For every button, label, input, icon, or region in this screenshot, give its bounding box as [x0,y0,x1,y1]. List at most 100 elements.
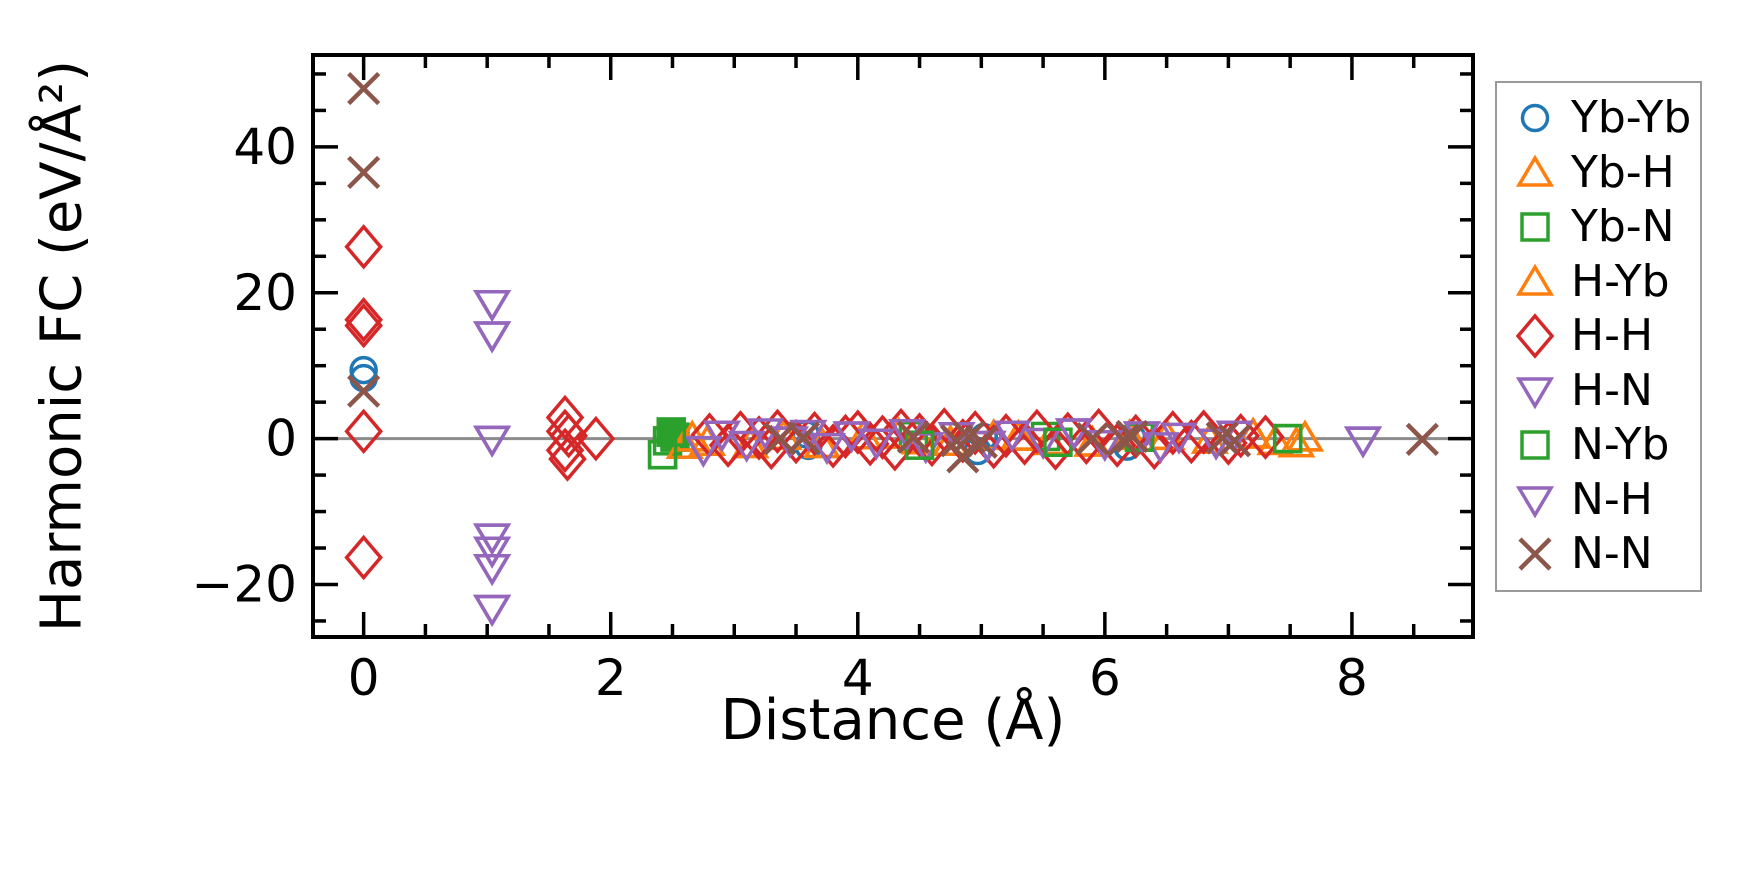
data-point-marker-diamond [344,297,383,343]
legend-item-label: N-Yb [1571,419,1670,471]
y-tick-label: −20 [191,555,297,613]
data-point-marker-x [347,155,381,190]
y-tick-label: 40 [233,118,297,176]
data-point-marker-triangle-up [999,418,1038,451]
legend-item-yb-n: Yb-N [1497,200,1700,255]
data-point-marker-diamond [955,410,995,456]
legend-marker-triangle-down-icon [1515,486,1555,519]
data-point-marker-triangle-down [473,289,512,323]
legend-marker-triangle-down-icon [1515,377,1555,410]
data-point-marker-triangle-up [1285,419,1325,452]
y-axis-label: Harmonic FC (eV/Å²) [29,59,95,633]
legend-marker-triangle-up-icon [1515,154,1555,187]
data-point-marker-triangle-down [473,321,512,354]
legend-marker-square-icon [1520,430,1550,460]
data-point-marker-triangle-down [473,289,512,323]
data-point-marker-x [896,420,930,454]
data-point-marker-diamond [344,302,383,349]
data-point-marker-circle [349,355,378,385]
data-point-marker-x [1205,421,1239,455]
data-point-marker-triangle-up [1515,154,1555,187]
legend-item-label: H-N [1571,364,1653,416]
data-point-marker-x [1217,424,1252,458]
data-point-marker-diamond [545,394,585,441]
data-point-marker-square [647,439,678,470]
plot-area-border [311,53,1475,639]
data-point-marker-diamond [826,413,865,460]
legend-item-n-yb: N-Yb [1497,418,1700,473]
data-point-marker-triangle-down [473,553,512,587]
data-point-marker-triangle-down [993,420,1032,453]
data-point-marker-circle [1520,104,1550,133]
data-point-marker-x [786,421,821,455]
data-point-marker-square [656,417,687,447]
legend-item-label: H-H [1571,310,1654,362]
data-point-marker-diamond [344,534,383,581]
legend-item-label: Yb-H [1571,146,1675,198]
data-point-marker-triangle-down [473,425,512,458]
data-point-marker-triangle-down [807,432,846,466]
data-point-marker-square [1520,212,1550,242]
data-point-marker-triangle-down [1159,422,1199,455]
data-point-marker-x [1405,422,1439,456]
legend-marker-x-icon [1518,537,1552,571]
data-point-marker-x [1106,423,1140,457]
data-point-marker-diamond [344,408,383,455]
data-point-marker-diamond [1246,414,1285,460]
data-point-marker-diamond [1005,420,1044,466]
legend-item-h-yb: H-Yb [1497,255,1700,310]
x-tick-label: 8 [1336,649,1368,707]
legend-item-h-h: H-H [1497,309,1700,364]
data-point-marker-diamond [1515,313,1555,359]
y-tick-label: 20 [233,264,297,322]
data-point-marker-diamond [912,421,952,468]
data-point-marker-triangle-down [473,321,512,354]
data-point-marker-diamond [549,413,589,459]
data-point-marker-x [1115,419,1149,454]
legend-item-n-n: N-N [1497,527,1700,582]
data-point-marker-triangle-down [832,421,871,454]
legend: Yb-Yb Yb-H Yb-N H-Yb H-H H-N N-Yb N-H N-N [1495,81,1702,592]
data-point-marker-triangle-down [473,425,512,458]
data-point-marker-triangle-down [473,553,512,587]
data-point-marker-triangle-down [684,435,723,468]
legend-item-label: N-N [1571,528,1653,580]
data-point-marker-triangle-down [1343,426,1383,459]
data-point-marker-triangle-down [473,536,512,569]
data-point-marker-triangle-down [1054,418,1094,451]
data-point-marker-triangle-down [702,420,741,453]
data-point-marker-triangle-down [473,594,512,627]
legend-marker-triangle-up-icon [1515,263,1555,296]
legend-item-label: Yb-Yb [1571,92,1692,144]
data-point-marker-triangle-up [1256,423,1295,456]
data-point-marker-triangle-down [1024,427,1063,460]
x-axis-label: Distance (Å) [720,688,1066,753]
data-point-marker-x [1518,537,1552,571]
data-point-marker-x [964,425,998,459]
data-point-marker-square [1272,423,1303,454]
data-point-marker-x [347,71,381,106]
legend-item-h-n: H-N [1497,364,1700,419]
data-point-marker-diamond [1134,424,1174,471]
legend-item-yb-h: Yb-H [1497,146,1700,201]
legend-item-n-h: N-H [1497,473,1700,528]
x-tick-label: 2 [595,649,627,707]
legend-item-label: H-Yb [1571,255,1670,307]
data-point-marker-diamond [548,436,587,482]
y-tick-label: 0 [265,410,297,468]
x-tick-label: 6 [1089,649,1121,707]
x-tick-label: 4 [842,649,874,707]
data-point-marker-square [1520,430,1550,460]
data-point-marker-triangle-down [1515,377,1555,410]
data-point-marker-triangle-down [1343,426,1383,459]
data-point-marker-x [1075,422,1110,456]
data-point-marker-diamond [545,427,585,473]
legend-marker-diamond-icon [1515,313,1555,359]
legend-marker-square-icon [1520,212,1550,242]
data-point-marker-triangle-down [1515,486,1555,519]
legend-item-label: N-H [1571,473,1653,525]
data-point-marker-diamond [344,224,383,270]
data-point-marker-x [347,374,381,408]
data-point-marker-triangle-up [1515,263,1555,296]
